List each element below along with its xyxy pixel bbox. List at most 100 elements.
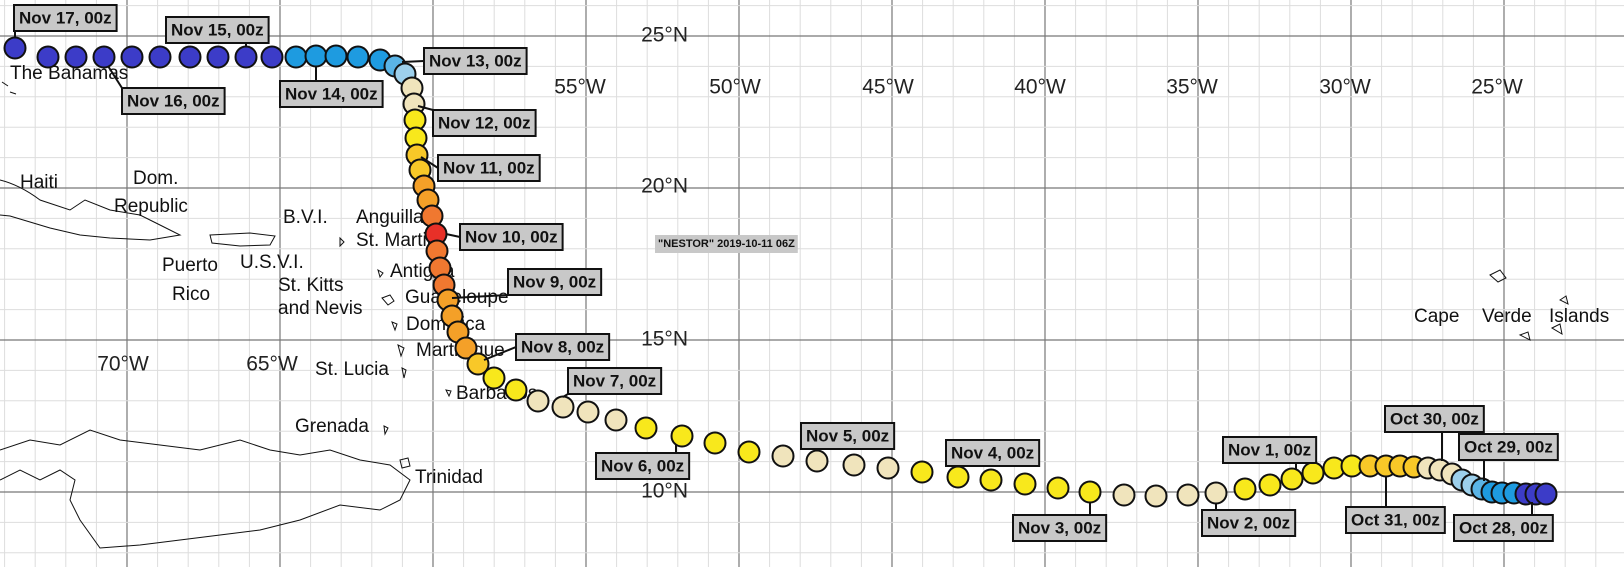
- place-label: Grenada: [295, 416, 369, 437]
- lon-label: 50°W: [709, 76, 761, 99]
- track-point: [842, 453, 866, 477]
- date-label: Nov 3, 00z: [1018, 518, 1101, 537]
- date-label: Oct 28, 00z: [1459, 518, 1548, 537]
- date-label: Oct 29, 00z: [1464, 437, 1553, 456]
- track-point: [92, 45, 116, 69]
- track-point: [304, 44, 328, 68]
- place-label: St. Kitts: [278, 275, 343, 296]
- track-point: [604, 408, 628, 432]
- track-point: [737, 440, 761, 464]
- track-point: [771, 444, 795, 468]
- bahamas: [1, 81, 17, 95]
- track-point: [206, 45, 230, 69]
- track-point: [1204, 481, 1228, 505]
- date-box: [1453, 514, 1554, 542]
- place-label: Verde: [1482, 306, 1532, 327]
- track-point: [504, 378, 528, 402]
- date-label: Nov 4, 00z: [951, 443, 1034, 462]
- place-label: Rico: [172, 284, 210, 305]
- place-label: Cape: [1414, 306, 1459, 327]
- track-point: [1112, 483, 1136, 507]
- date-box: [595, 452, 691, 480]
- date-box: [459, 223, 564, 251]
- track-point: [178, 45, 202, 69]
- lat-label: 20°N: [641, 175, 688, 198]
- place-label: St. Lucia: [315, 359, 389, 380]
- place-label: Puerto: [162, 255, 218, 276]
- track-point: [805, 449, 829, 473]
- lon-label: 70°W: [97, 353, 149, 376]
- date-box: [1384, 405, 1485, 433]
- date-label: Nov 2, 00z: [1207, 513, 1290, 532]
- leader-line: [483, 346, 517, 361]
- lesser-antilles: [339, 236, 452, 469]
- date-label: Nov 7, 00z: [573, 371, 656, 390]
- leader-line: [420, 156, 439, 169]
- track-point: [1534, 482, 1558, 506]
- leader-line: [445, 233, 461, 238]
- track-point: [576, 400, 600, 424]
- date-label: Nov 1, 00z: [1228, 440, 1311, 459]
- date-box: [432, 109, 537, 137]
- place-label: St. Martin: [356, 230, 437, 251]
- date-box: [279, 80, 384, 108]
- track-point: [1078, 480, 1102, 504]
- date-label: Oct 31, 00z: [1351, 510, 1440, 529]
- date-labels: Nov 17, 00z Nov 15, 00z Nov 16, 00z Nov 14,…: [13, 4, 1559, 542]
- track-point: [1046, 476, 1070, 500]
- date-box: [1012, 514, 1108, 542]
- date-box: [1222, 436, 1318, 464]
- place-label: Republic: [114, 196, 188, 217]
- track-point: [876, 456, 900, 480]
- track-point: [466, 352, 490, 376]
- date-label: Nov 10, 00z: [465, 227, 558, 246]
- lon-label: 55°W: [554, 76, 606, 99]
- place-label: Trinidad: [415, 467, 483, 488]
- place-label: Dom.: [133, 168, 178, 189]
- track-point: [979, 468, 1003, 492]
- date-box: [437, 154, 541, 182]
- track-point: [284, 45, 308, 69]
- place-label: Islands: [1549, 306, 1609, 327]
- date-label: Nov 5, 00z: [806, 426, 889, 445]
- date-label: Nov 14, 00z: [285, 84, 378, 103]
- axis-labels: 25°N 20°N 15°N 10°N 70°W 65°W 55°W 50°W 45°W 40°W…: [97, 24, 1523, 503]
- storm-track: [3, 36, 1558, 508]
- track-point: [346, 45, 370, 69]
- date-label: Nov 9, 00z: [513, 272, 596, 291]
- track-point: [234, 45, 258, 69]
- leader-line: [417, 105, 434, 111]
- date-box: [507, 268, 603, 296]
- date-box: [423, 47, 528, 75]
- lat-label: 15°N: [641, 328, 688, 351]
- lon-label: 25°W: [1471, 76, 1523, 99]
- lon-label: 35°W: [1166, 76, 1218, 99]
- track-point: [260, 45, 284, 69]
- leader-line: [401, 60, 425, 63]
- track-point: [1176, 483, 1200, 507]
- date-box: [1201, 509, 1297, 537]
- date-label: Nov 15, 00z: [171, 20, 264, 39]
- track-point: [551, 395, 575, 419]
- date-box: [515, 333, 611, 361]
- lat-label: 10°N: [641, 480, 688, 503]
- track-point: [910, 460, 934, 484]
- track-point: [36, 45, 60, 69]
- track-point: [526, 389, 550, 413]
- track-point: [3, 36, 27, 60]
- place-label: Anguilla: [356, 207, 424, 228]
- date-label: Nov 13, 00z: [429, 51, 522, 70]
- track-point: [1258, 473, 1282, 497]
- date-label: Nov 17, 00z: [19, 8, 112, 27]
- track-point: [703, 431, 727, 455]
- place-labels: The Bahamas Haiti Dom. Republic Puerto Rico B.…: [10, 63, 1609, 488]
- date-label: Oct 30, 00z: [1390, 409, 1479, 428]
- date-box: [13, 4, 118, 32]
- date-label: Nov 6, 00z: [601, 456, 684, 475]
- coastlines: [0, 81, 1569, 549]
- title: "NESTOR" 2019-10-11 06Z: [658, 238, 795, 250]
- track-point: [946, 465, 970, 489]
- place-label: and Nevis: [278, 298, 363, 319]
